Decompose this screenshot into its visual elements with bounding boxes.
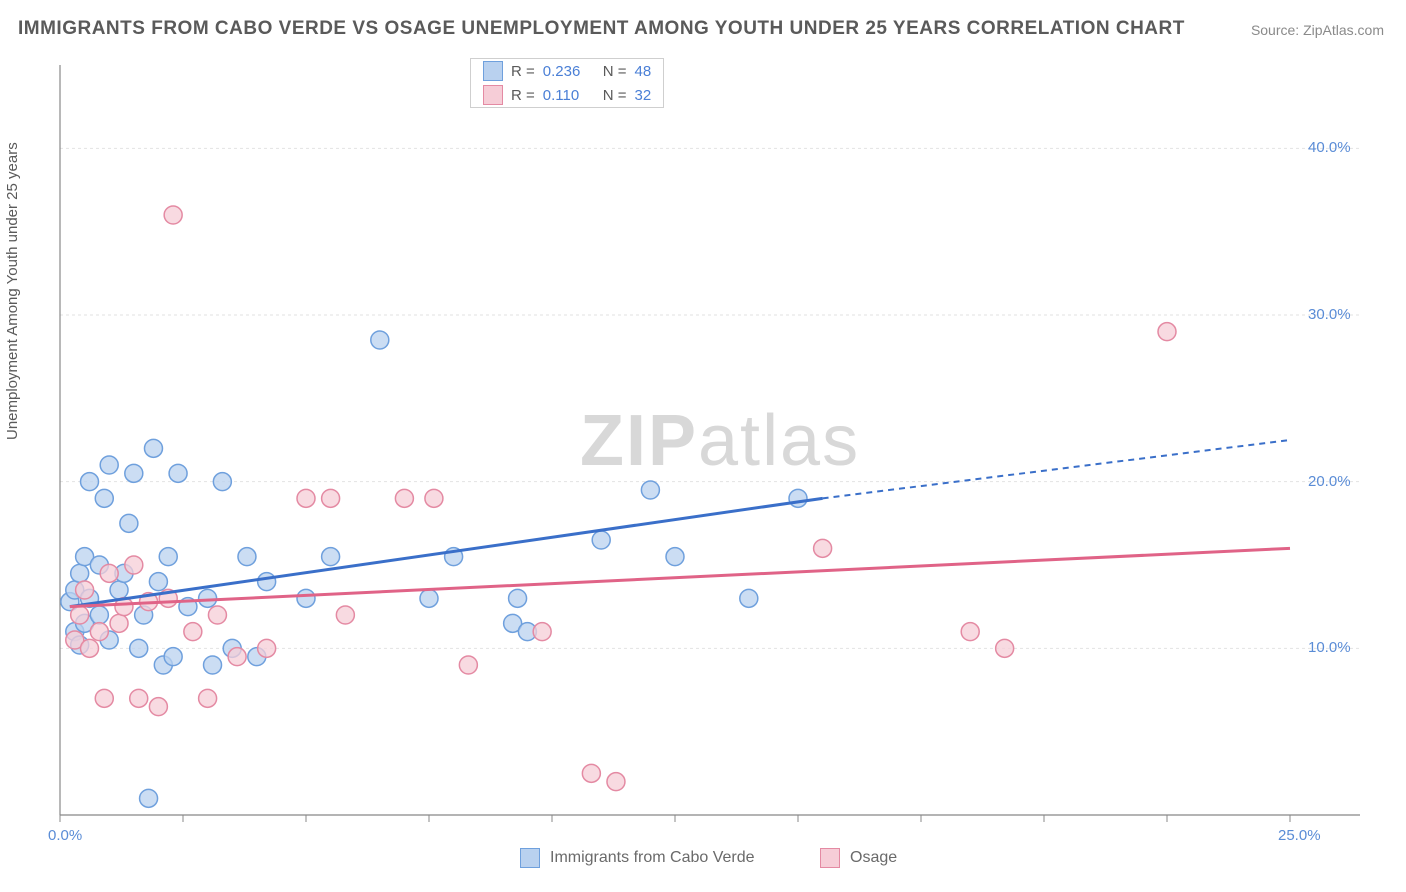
legend-swatch: [820, 848, 840, 868]
y-tick-label: 40.0%: [1308, 139, 1351, 156]
n-value: 32: [635, 87, 652, 104]
y-tick-label: 10.0%: [1308, 639, 1351, 656]
r-label: R =: [511, 63, 535, 80]
r-value: 0.236: [543, 63, 595, 80]
legend-swatch: [483, 85, 503, 105]
chart-title: IMMIGRANTS FROM CABO VERDE VS OSAGE UNEM…: [18, 18, 1185, 40]
x-tick-label: 25.0%: [1278, 827, 1321, 844]
r-label: R =: [511, 87, 535, 104]
x-tick-label: 0.0%: [48, 827, 82, 844]
y-tick-label: 30.0%: [1308, 306, 1351, 323]
n-label: N =: [603, 87, 627, 104]
r-value: 0.110: [543, 87, 595, 104]
source-label: Source: ZipAtlas.com: [1251, 22, 1384, 38]
legend-row: R = 0.236 N = 48: [471, 59, 663, 83]
bottom-legend-item: Immigrants from Cabo Verde: [520, 848, 755, 868]
legend-swatch: [520, 848, 540, 868]
scatter-plot: [50, 55, 1380, 835]
legend-row: R = 0.110 N = 32: [471, 83, 663, 107]
y-axis-label: Unemployment Among Youth under 25 years: [4, 142, 21, 440]
y-tick-label: 20.0%: [1308, 473, 1351, 490]
legend-label: Immigrants from Cabo Verde: [550, 849, 755, 867]
n-label: N =: [603, 63, 627, 80]
legend-swatch: [483, 61, 503, 81]
n-value: 48: [635, 63, 652, 80]
correlation-legend: R = 0.236 N = 48 R = 0.110 N = 32: [470, 58, 664, 108]
bottom-legend-item: Osage: [820, 848, 897, 868]
legend-label: Osage: [850, 849, 897, 867]
